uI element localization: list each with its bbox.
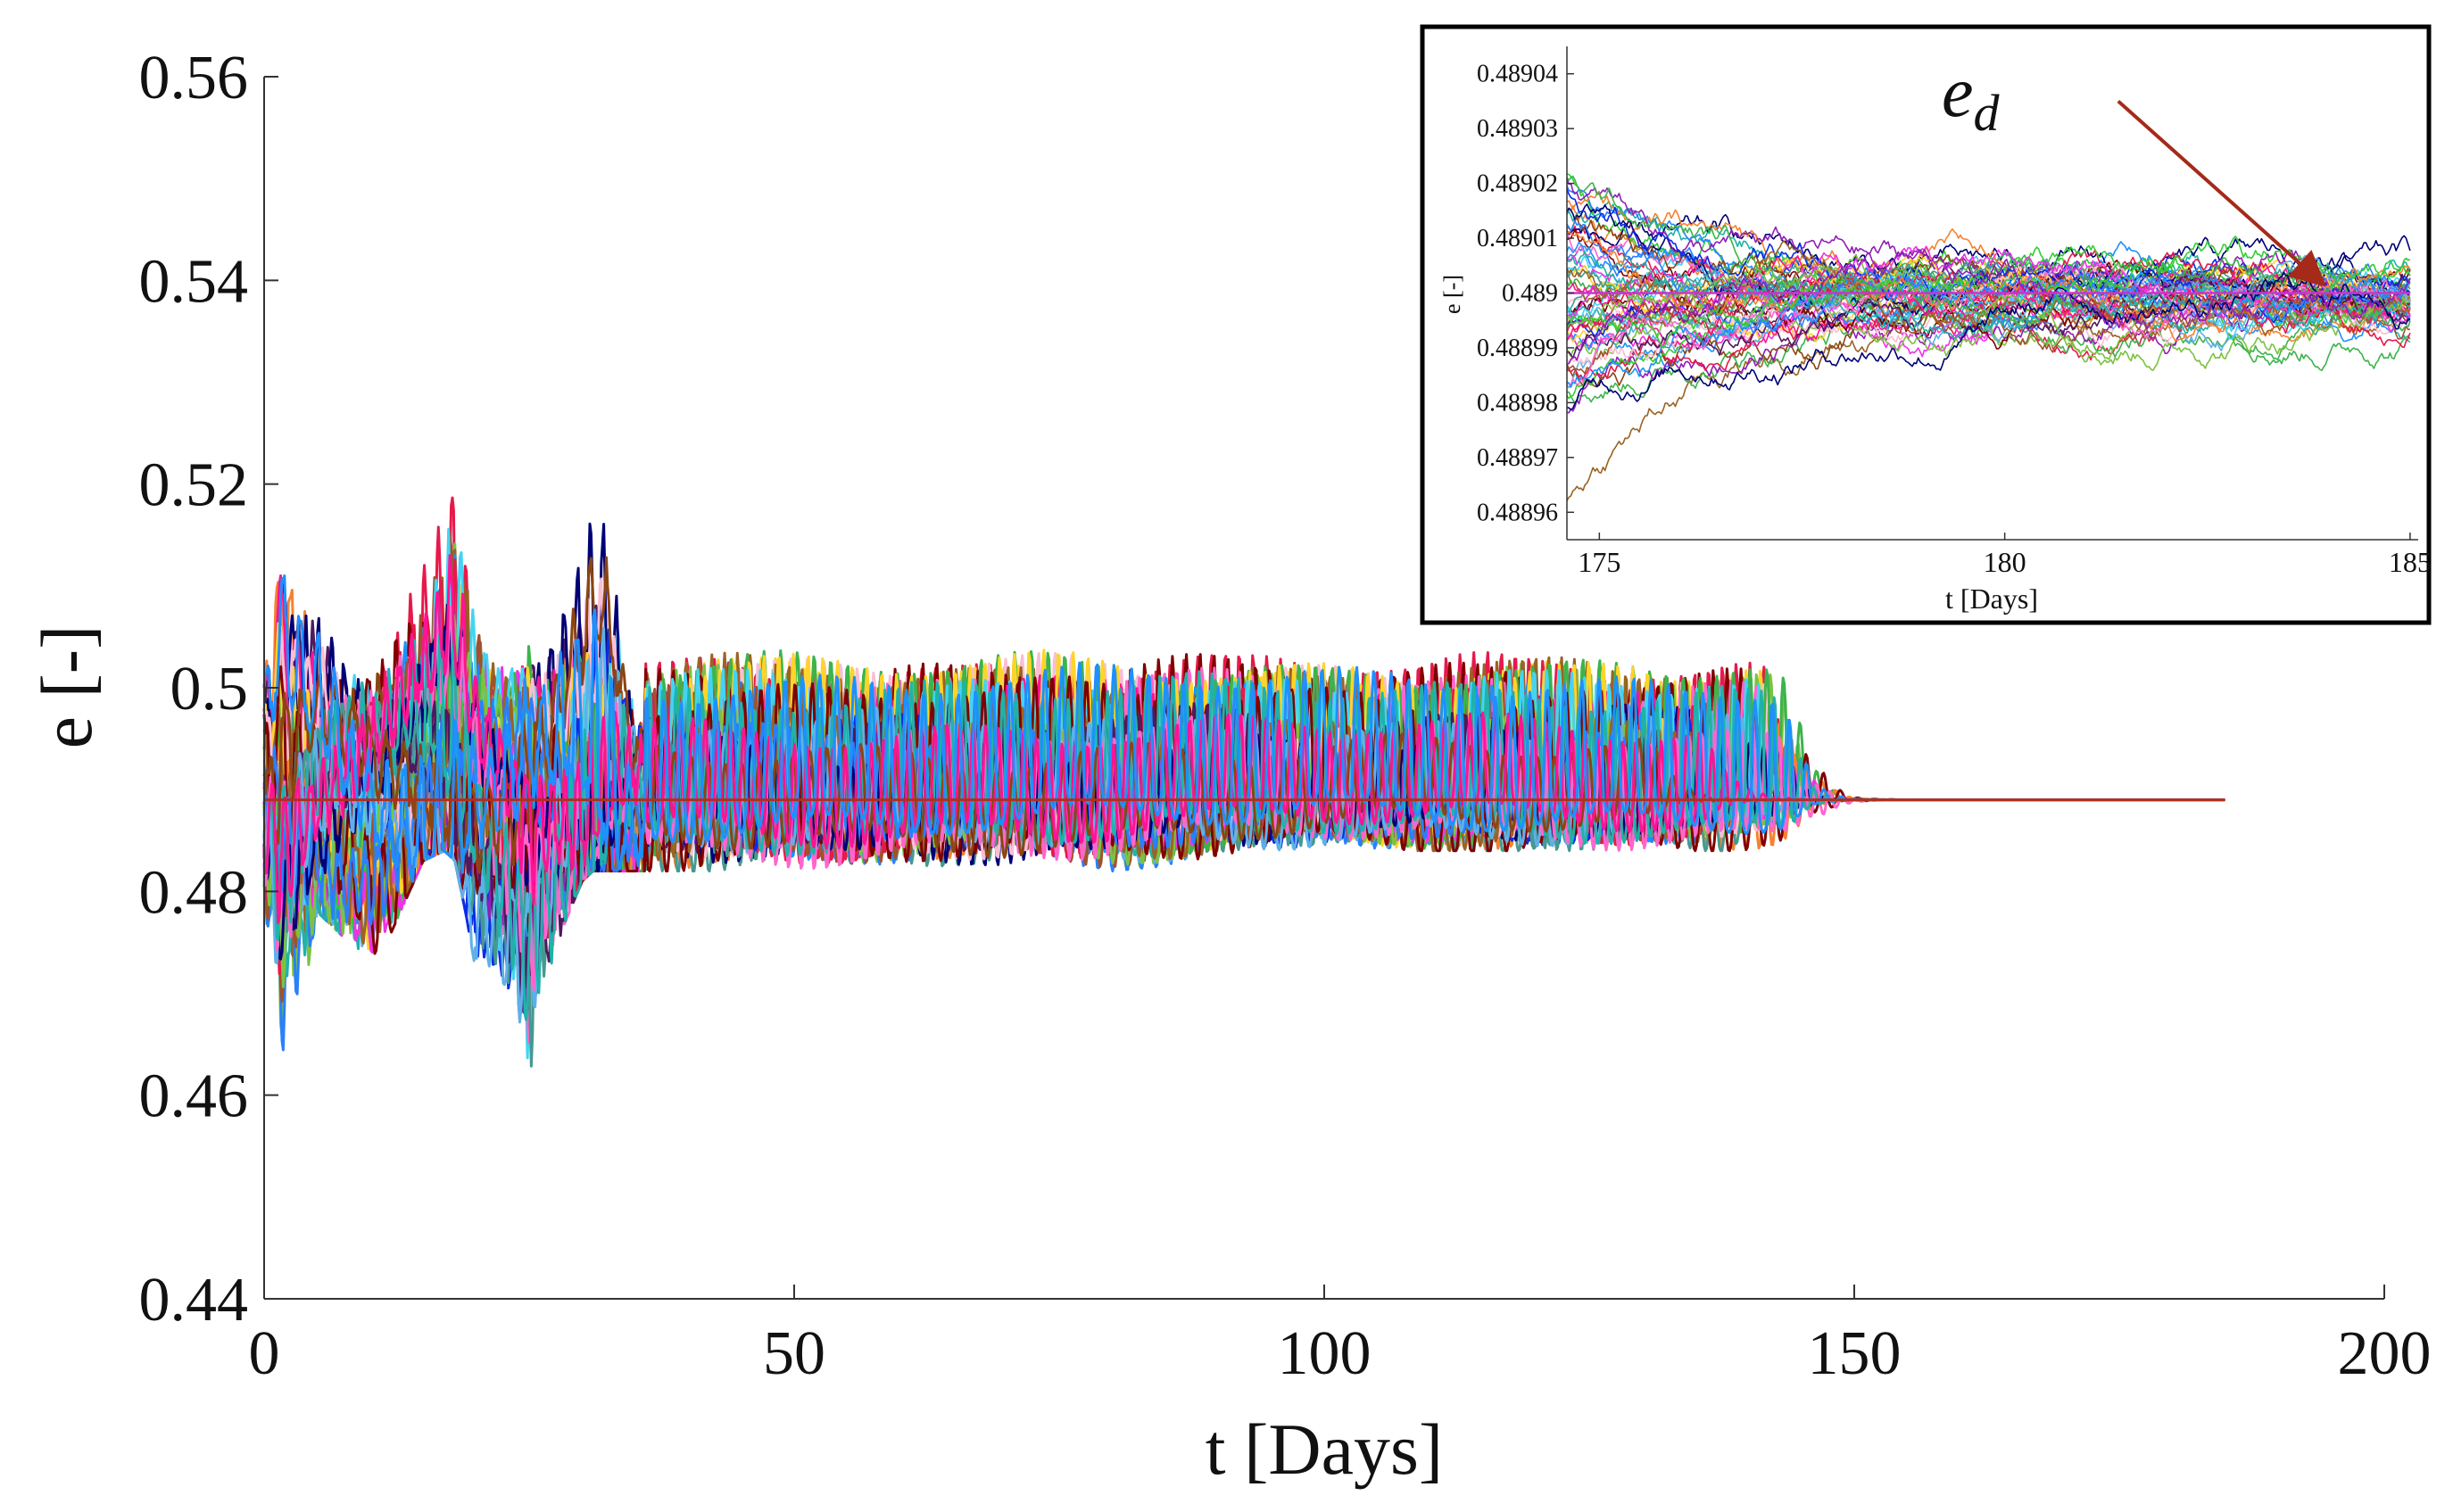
inset-annotation-arrow	[2117, 99, 2326, 287]
inset-series-line	[1566, 252, 2411, 312]
inset-series-line	[1566, 271, 2411, 411]
inset-series-group	[1566, 173, 2411, 501]
main-x-ticks: 0 50 100 150 200	[249, 1285, 2432, 1388]
main-y-ticks: 0.44 0.46 0.48 0.5 0.52 0.54 0.56	[139, 44, 278, 1334]
inset-series-line	[1566, 281, 2411, 404]
main-y-tick-label: 0.44	[139, 1266, 249, 1334]
inset-annotation-main: e	[1942, 54, 1974, 132]
inset-x-tick-label: 180	[1984, 546, 2026, 578]
main-x-tick-label: 200	[2338, 1319, 2432, 1388]
inset-y-tick-label: 0.48902	[1477, 170, 1558, 198]
inset-y-axis-label: e [-]	[1439, 275, 1465, 314]
inset-x-ticks: 175 180 185	[1578, 533, 2432, 578]
main-x-tick-label: 50	[763, 1319, 825, 1388]
inset-y-tick-label: 0.48899	[1477, 335, 1558, 362]
main-y-tick-label: 0.52	[139, 451, 249, 520]
inset-series-line	[1566, 253, 2410, 371]
main-x-axis-label: t [Days]	[1206, 1409, 1443, 1490]
inset-series-line	[1566, 235, 2411, 349]
main-x-tick-label: 150	[1808, 1319, 1902, 1388]
inset-series-line	[1566, 245, 2411, 333]
inset-series-line	[1566, 256, 2411, 318]
main-chart: 0.44 0.46 0.48 0.5 0.52 0.54 0.56 0 50 100 150 200…	[26, 44, 2432, 1490]
inset-chart: 0.48896 0.48897 0.48898 0.48899 0.489 0.48901…	[1420, 24, 2432, 625]
inset-x-tick-label: 175	[1578, 546, 1620, 578]
main-x-tick-label: 100	[1278, 1319, 1372, 1388]
main-x-tick-label: 0	[249, 1319, 280, 1388]
inset-y-ticks: 0.48896 0.48897 0.48898 0.48899 0.489 0.48901…	[1477, 61, 1574, 526]
inset-y-tick-label: 0.48896	[1477, 499, 1558, 526]
inset-y-tick-label: 0.48898	[1477, 389, 1558, 417]
inset-series-line	[1566, 249, 2411, 365]
inset-y-tick-label: 0.48903	[1477, 115, 1558, 143]
inset-y-tick-label: 0.489	[1502, 280, 1558, 308]
inset-annotation-label: ed	[1942, 54, 2001, 142]
inset-y-tick-label: 0.48901	[1477, 225, 1558, 252]
inset-y-tick-label: 0.48904	[1477, 61, 1558, 88]
inset-annotation-sub: d	[1974, 84, 2001, 142]
inset-series-line	[1566, 269, 2411, 340]
main-y-tick-label: 0.48	[139, 858, 249, 927]
inset-series-line	[1566, 213, 2411, 302]
main-y-axis-label: e [-]	[26, 625, 107, 749]
inset-y-tick-label: 0.48897	[1477, 444, 1558, 472]
inset-x-tick-label: 185	[2389, 546, 2432, 578]
inset-series-line	[1566, 240, 2411, 336]
inset-x-axis-label: t [Days]	[1945, 582, 2038, 615]
main-y-tick-label: 0.5	[170, 655, 249, 723]
main-y-tick-label: 0.56	[139, 44, 249, 112]
main-y-tick-label: 0.46	[139, 1062, 249, 1131]
main-y-tick-label: 0.54	[139, 247, 249, 316]
